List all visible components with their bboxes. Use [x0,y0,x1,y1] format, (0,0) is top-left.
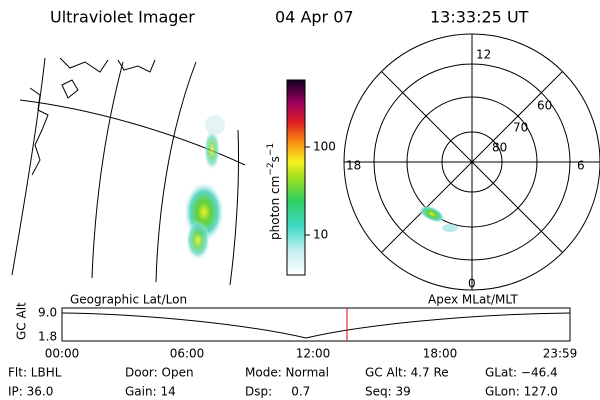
left-label: Geographic Lat/Lon [70,293,187,307]
label-exp: −1 [266,143,276,156]
info-item: Mode: Normal [245,366,329,380]
map-panel [11,57,246,286]
label-text: s [268,156,282,162]
aurora [442,224,458,232]
altitude-curve [61,312,571,339]
tick-label: 100 [313,140,336,154]
colorbar: 100 10 photon cm−2s−1 [266,79,336,276]
lat-label: 80 [492,141,507,155]
parallel [19,99,246,166]
mlt-label: 6 [577,159,585,173]
x-tick-label: 12:00 [296,347,331,361]
colorbar-label: photon cm−2s−1 [266,143,282,240]
orbit-panel: Geographic Lat/Lon Apex MLat/MLT GC Alt … [15,293,578,361]
frame [61,307,571,342]
info-item: Seq: 39 [365,385,411,399]
y-label: GC Alt [15,302,29,340]
info-item: GLon: 127.0 [485,385,558,399]
date: 04 Apr 07 [275,8,354,27]
polar-panel: 12 18 6 0 60 70 80 [343,33,600,291]
x-tick-label: 18:00 [423,347,458,361]
info-item: GLat: −46.4 [485,366,558,380]
info-item: Flt: LBHL [8,366,62,380]
x-tick-label: 06:00 [170,347,205,361]
header: Ultraviolet Imager 04 Apr 07 13:33:25 UT [50,8,529,27]
label-text: photon cm [268,176,282,240]
mlt-label: 18 [346,159,361,173]
tick-label: 10 [313,228,328,242]
info: Flt: LBHL Door: Open Mode: Normal GC Alt… [8,366,558,399]
aurora [418,205,446,223]
lat-label: 70 [513,121,528,135]
info-item: Gain: 14 [125,385,176,399]
aurora [204,130,220,170]
time: 13:33:25 UT [430,8,529,27]
title: Ultraviolet Imager [50,8,195,27]
lat-label: 60 [537,99,552,113]
x-tick-label: 23:59 [543,347,578,361]
meridian [91,61,124,279]
meridian [229,129,240,286]
aurora [205,115,225,135]
y-tick-label: 1.8 [38,330,57,344]
meridian [11,57,46,276]
aurora [186,220,210,260]
axis [381,71,563,253]
info-item: Dsp: 0.7 [245,385,310,399]
info-item: Door: Open [125,366,194,380]
info-item: IP: 36.0 [8,385,53,399]
colorbar-scale [286,79,306,276]
right-label: Apex MLat/MLT [428,293,518,307]
mlt-label: 12 [476,48,491,62]
y-tick-label: 9.0 [38,306,57,320]
info-item: GC Alt: 4.7 Re [365,366,449,380]
meridian [155,61,197,283]
label-exp: −2 [266,162,276,175]
mlt-label: 0 [468,277,476,291]
coastline [29,57,156,176]
x-tick-label: 00:00 [45,347,80,361]
